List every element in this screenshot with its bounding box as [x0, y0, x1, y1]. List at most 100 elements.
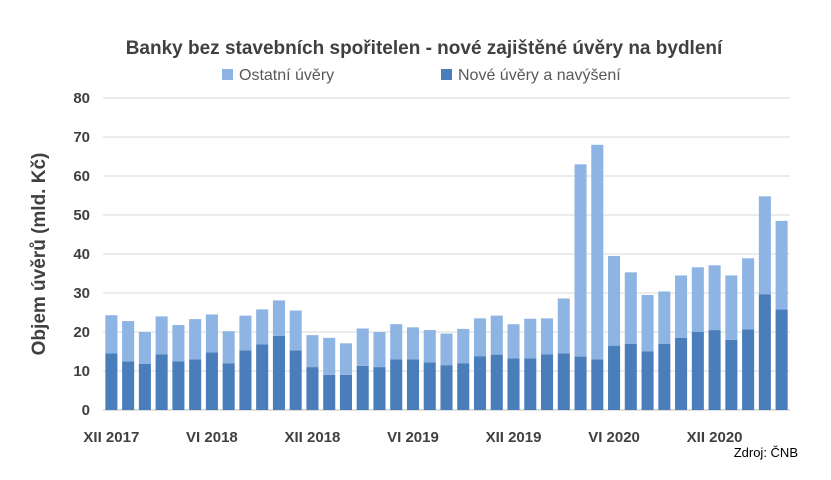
bar-ostatni-uvery [742, 258, 755, 330]
bar-ostatni-uvery [339, 343, 352, 375]
x-tick-label: VI 2020 [588, 429, 640, 446]
bar-ostatni-uvery [105, 315, 118, 354]
bar-nove-uvery [574, 356, 587, 410]
bar-ostatni-uvery [507, 324, 520, 359]
bar-ostatni-uvery [591, 144, 604, 360]
bar-nove-uvery [105, 353, 118, 410]
bar-ostatni-uvery [138, 332, 151, 364]
bar-nove-uvery [122, 361, 135, 410]
bar-nove-uvery [306, 367, 319, 410]
bar-nove-uvery [440, 365, 453, 410]
bar-nove-uvery [591, 359, 604, 410]
bar-ostatni-uvery [189, 319, 202, 360]
bar-ostatni-uvery [708, 265, 721, 331]
bar-ostatni-uvery [608, 255, 621, 346]
bar-nove-uvery [189, 359, 202, 410]
bar-ostatni-uvery [222, 331, 235, 364]
bar-nove-uvery [423, 362, 436, 410]
bar-nove-uvery [658, 343, 671, 410]
bar-nove-uvery [473, 356, 487, 410]
bar-nove-uvery [138, 363, 151, 410]
y-tick-label: 20 [73, 324, 90, 341]
bar-nove-uvery [524, 358, 537, 410]
y-tick-label: 70 [73, 129, 90, 146]
bar-ostatni-uvery [440, 333, 453, 366]
bars [105, 144, 788, 410]
bar-ostatni-uvery [172, 324, 185, 362]
bar-nove-uvery [675, 337, 688, 410]
bar-ostatni-uvery [406, 327, 420, 360]
bar-nove-uvery [239, 350, 252, 410]
bar-ostatni-uvery [390, 324, 403, 360]
bar-ostatni-uvery [239, 315, 252, 351]
bar-nove-uvery [457, 363, 470, 410]
legend-label-nove: Nové úvěry a navýšení [458, 67, 621, 84]
bar-nove-uvery [323, 374, 336, 410]
bar-nove-uvery [641, 351, 654, 410]
bar-nove-uvery [373, 367, 386, 410]
bar-ostatni-uvery [155, 316, 168, 355]
bar-ostatni-uvery [490, 315, 503, 355]
chart-title: Banky bez stavebních spořitelen - nové z… [126, 38, 723, 59]
bar-ostatni-uvery [289, 310, 302, 351]
y-axis-ticks: 0 10 20 30 40 50 60 70 80 [73, 90, 90, 419]
bar-nove-uvery [222, 363, 235, 410]
bar-nove-uvery [289, 350, 302, 410]
bar-ostatni-uvery [775, 220, 788, 310]
legend-swatch-ostatni [222, 69, 233, 80]
legend: Ostatní úvěry Nové úvěry a navýšení [222, 67, 621, 84]
bar-nove-uvery [691, 332, 704, 410]
bar-nove-uvery [356, 365, 369, 410]
bar-nove-uvery [155, 354, 168, 410]
bar-ostatni-uvery [256, 309, 269, 345]
bar-nove-uvery [339, 374, 352, 410]
bar-nove-uvery [390, 359, 403, 410]
bar-nove-uvery [490, 354, 503, 410]
bar-nove-uvery [172, 361, 185, 410]
x-tick-label: VI 2018 [186, 429, 238, 446]
bar-ostatni-uvery [641, 294, 654, 352]
bar-nove-uvery [507, 358, 520, 410]
bar-ostatni-uvery [457, 328, 470, 364]
bar-ostatni-uvery [574, 164, 587, 357]
legend-label-ostatni: Ostatní úvěry [239, 67, 334, 84]
x-tick-label: XII 2018 [285, 429, 341, 446]
legend-swatch-nove [441, 69, 452, 80]
bar-ostatni-uvery [725, 275, 738, 340]
bar-ostatni-uvery [272, 300, 285, 336]
bar-ostatni-uvery [658, 291, 671, 344]
y-tick-label: 50 [73, 207, 90, 224]
bar-nove-uvery [742, 329, 755, 410]
bar-nove-uvery [725, 339, 738, 410]
bar-ostatni-uvery [373, 332, 386, 368]
y-tick-label: 30 [73, 285, 90, 302]
bar-ostatni-uvery [323, 337, 336, 375]
bar-ostatni-uvery [423, 330, 436, 363]
bar-ostatni-uvery [473, 318, 487, 357]
bar-ostatni-uvery [624, 272, 637, 344]
y-tick-label: 0 [82, 402, 90, 419]
bar-ostatni-uvery [675, 275, 688, 338]
bar-ostatni-uvery [205, 314, 218, 353]
x-tick-label: XII 2020 [687, 429, 743, 446]
y-tick-label: 40 [73, 246, 90, 263]
bar-nove-uvery [557, 353, 570, 410]
y-tick-label: 60 [73, 168, 90, 185]
source-note: Zdroj: ČNB [734, 445, 798, 460]
y-tick-label: 10 [73, 363, 90, 380]
bar-ostatni-uvery [524, 318, 537, 359]
bar-nove-uvery [708, 330, 721, 410]
y-tick-label: 80 [73, 90, 90, 107]
bar-nove-uvery [775, 309, 788, 410]
bar-ostatni-uvery [356, 328, 369, 366]
bar-ostatni-uvery [557, 298, 570, 354]
bar-nove-uvery [256, 344, 269, 410]
bar-nove-uvery [608, 345, 621, 410]
bar-ostatni-uvery [306, 335, 319, 368]
bar-nove-uvery [758, 294, 771, 410]
bar-ostatni-uvery [758, 196, 771, 295]
bar-nove-uvery [624, 343, 637, 410]
bar-ostatni-uvery [541, 318, 554, 355]
x-tick-label: XII 2019 [486, 429, 542, 446]
